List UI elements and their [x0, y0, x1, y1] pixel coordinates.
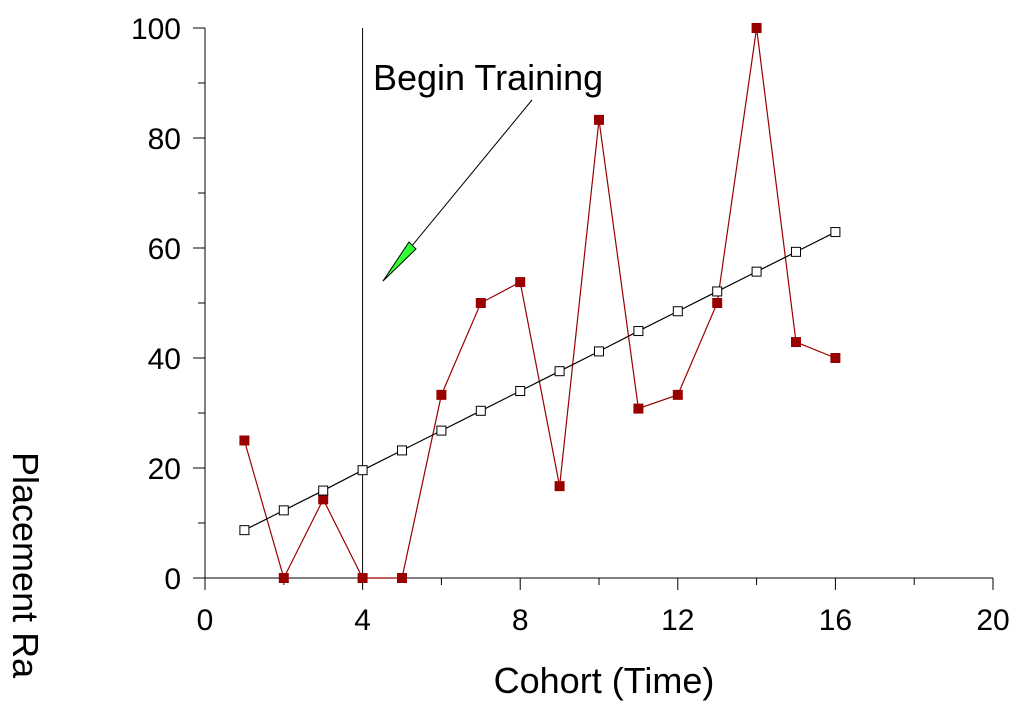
- series-layer: [239, 23, 841, 583]
- data-point: [397, 573, 407, 583]
- data-point: [830, 353, 841, 363]
- series-2: [239, 227, 841, 536]
- x-tick-label: 20: [976, 604, 1009, 637]
- y-tick-label: 60: [148, 233, 181, 266]
- data-point: [791, 337, 801, 348]
- data-point: [554, 481, 565, 492]
- data-point: [751, 23, 762, 33]
- data-point: [712, 298, 723, 308]
- begin-training-annotation: Begin Training: [362, 28, 603, 578]
- data-point: [239, 525, 250, 536]
- x-tick-label: 0: [197, 604, 214, 637]
- data-point: [475, 298, 486, 308]
- y-tick-label: 0: [164, 563, 181, 596]
- data-point: [751, 266, 762, 277]
- x-axis-label: Cohort (Time): [494, 660, 715, 701]
- axes: 0 4 8 12 16 20 0 20 40 60 80 100: [131, 13, 1010, 637]
- data-point: [515, 386, 526, 396]
- x-tick-label: 8: [512, 604, 529, 637]
- y-tick-label: 80: [148, 123, 181, 156]
- x-tick-label: 12: [661, 604, 694, 637]
- data-point: [515, 277, 526, 288]
- data-point: [672, 389, 683, 400]
- data-point: [278, 505, 289, 516]
- series-line: [244, 231, 836, 531]
- data-point: [672, 306, 683, 317]
- begin-training-label: Begin Training: [373, 57, 603, 98]
- series-line: [243, 27, 836, 580]
- data-point: [239, 435, 250, 446]
- data-point: [594, 346, 604, 357]
- data-point: [791, 246, 801, 257]
- data-point: [357, 465, 368, 476]
- data-point: [318, 485, 329, 496]
- data-point: [712, 286, 723, 297]
- data-point: [357, 573, 368, 583]
- x-tick-label: 16: [819, 604, 852, 637]
- series-1: [239, 23, 841, 583]
- y-tick-label: 100: [131, 13, 181, 46]
- data-point: [633, 326, 644, 337]
- y-axis-label: Placement Ra: [5, 452, 46, 679]
- data-point: [594, 114, 604, 125]
- data-point: [554, 366, 565, 377]
- data-point: [436, 389, 447, 400]
- data-point: [633, 403, 644, 414]
- data-point: [278, 573, 289, 583]
- x-tick-label: 4: [354, 604, 371, 637]
- annotation-arrowhead: [382, 241, 417, 282]
- y-tick-label: 20: [148, 453, 181, 486]
- data-point: [397, 445, 407, 456]
- data-point: [475, 405, 486, 416]
- data-point: [830, 227, 841, 238]
- y-tick-label: 40: [148, 343, 181, 376]
- data-point: [318, 494, 329, 505]
- data-point: [436, 425, 447, 436]
